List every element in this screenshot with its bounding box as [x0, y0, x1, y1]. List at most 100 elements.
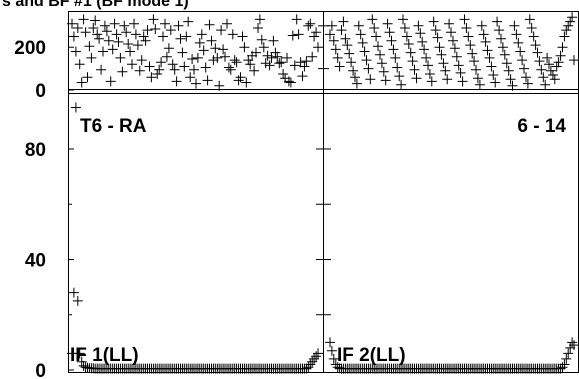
phase-left-point-74	[208, 55, 219, 66]
phase-right-point-73	[463, 31, 474, 42]
phase-left-point-26	[115, 52, 126, 63]
phase-right-point-77	[471, 64, 481, 75]
phase-right-point-21	[363, 63, 374, 74]
magnitude-right-point-127	[567, 337, 578, 348]
phase-right-point-74	[465, 40, 476, 51]
phase-left-point-108	[274, 58, 285, 69]
magnitude-right-point-123	[559, 359, 570, 370]
phase-right-point-13	[348, 65, 359, 76]
magnitude-right-point-122	[557, 362, 568, 373]
phase-left-point-110	[278, 69, 289, 79]
chart-title: s and BF #1 (BF mode 1)	[2, 0, 189, 10]
phase-left-point-127	[311, 27, 322, 38]
phase-right-point-22	[365, 74, 376, 85]
phase-right-point-128	[569, 55, 579, 66]
phase-left-point-77	[214, 80, 225, 91]
phase-right-point-46	[411, 73, 422, 84]
magnitude-right-point-124	[561, 353, 572, 364]
phase-left-point-58	[177, 47, 188, 58]
phase-right-point-97	[509, 20, 520, 31]
phase-left-point-60	[181, 31, 192, 42]
phase-left-point-30	[123, 39, 134, 49]
phase-right-point-32	[384, 27, 395, 38]
magnitude-left-point-125	[307, 356, 318, 367]
phase-left-point-54	[169, 64, 180, 75]
phase-left-point-48	[158, 31, 168, 42]
magnitude-right-point-128	[569, 340, 579, 351]
phase-left-point-40	[142, 25, 153, 36]
phase-left-point-118	[293, 29, 304, 40]
phase-left-point-20	[103, 35, 114, 46]
magnitude-right-point-1	[325, 337, 335, 348]
phase-left-point-6	[76, 77, 87, 88]
phase-right-point-116	[545, 65, 556, 76]
phase-right-point-27	[375, 49, 385, 60]
phase-right-point-23	[367, 14, 378, 25]
phase-left-point-2	[68, 31, 79, 42]
phase-left-point-67	[194, 37, 205, 48]
phase-left-point-29	[121, 27, 132, 38]
phase-right-point-111	[536, 64, 547, 75]
phase-right-point-102	[519, 63, 529, 74]
phase-left-point-1	[67, 18, 77, 29]
phase-left-point-122	[301, 56, 312, 67]
phase-right-point-95	[505, 74, 516, 85]
phase-left-point-100	[258, 42, 269, 53]
phase-left-point-82	[223, 62, 234, 73]
phase-right-point-72	[461, 23, 472, 33]
phase-right-point-81	[478, 29, 489, 40]
magnitude-left-point-7	[78, 360, 89, 371]
phase-right-point-38	[396, 79, 407, 90]
phase-left-point-78	[216, 25, 227, 36]
phase-left-point-105	[268, 35, 279, 46]
annotation-4: IF 2(LL)	[337, 345, 406, 366]
phase-left-point-12	[88, 23, 99, 33]
phase-left-point-64	[189, 64, 199, 75]
axis-ticks	[68, 25, 331, 371]
phase-right-point-96	[507, 80, 518, 91]
phase-right-point-31	[382, 18, 393, 29]
phase-right-point-88	[492, 16, 503, 27]
phase-right-point-76	[469, 56, 480, 67]
phase-left-point-81	[222, 18, 232, 29]
phase-left-point-43	[148, 14, 159, 25]
magnitude-left-point-6	[76, 356, 87, 367]
magnitude-left-point-124	[305, 359, 316, 370]
phase-right-point-10	[342, 40, 353, 51]
phase-left-point-124	[305, 18, 316, 29]
phase-right-point-83	[482, 45, 493, 56]
phase-right-point-110	[534, 56, 545, 67]
magnitude-left-point-4	[72, 295, 83, 306]
phase-left-point-120	[297, 71, 308, 82]
phase-right-point-25	[371, 31, 382, 42]
phase-left-point-71	[202, 75, 213, 86]
phase-left-point-14	[92, 29, 103, 40]
phase-right-point-51	[421, 52, 432, 63]
phase-right-point-2	[326, 20, 337, 31]
phase-left-point-106	[270, 47, 281, 58]
phase-right-point-56	[430, 25, 441, 36]
phase-left-point-125	[307, 51, 318, 62]
annotations: T6 - RA IF 1(LL) 6 - 14 IF 2(LL)	[70, 116, 566, 366]
phase-left-point-3	[70, 46, 81, 57]
phase-right-point-118	[549, 74, 560, 85]
annotation-2: IF 1(LL)	[70, 345, 139, 366]
phase-right-point-57	[432, 32, 443, 43]
phase-left-point-57	[175, 33, 186, 44]
phase-left-point-96	[251, 47, 261, 58]
phase-left-point-38	[138, 31, 149, 42]
phase-left-point-123	[303, 20, 314, 31]
phase-right-point-30	[380, 75, 391, 86]
phase-left-point-31	[125, 46, 136, 57]
phase-right-point-107	[528, 31, 539, 42]
phase-right-point-59	[436, 49, 447, 60]
phase-right-point-61	[440, 65, 451, 76]
phase-left-point-28	[119, 20, 130, 31]
phase-right-point-5	[332, 52, 343, 63]
phase-left-point-113	[283, 76, 294, 87]
phase-right-point-4	[330, 44, 341, 55]
phase-right-point-60	[438, 58, 449, 69]
phase-left-point-46	[154, 64, 165, 75]
phase-right-point-78	[472, 73, 483, 84]
